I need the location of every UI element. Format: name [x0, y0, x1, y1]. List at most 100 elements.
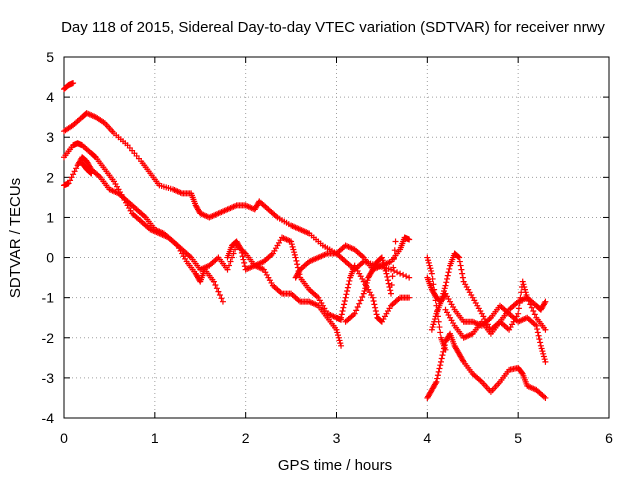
- data-point: [292, 254, 299, 261]
- data-point: [429, 275, 436, 282]
- data-point: [541, 300, 548, 307]
- data-point: [65, 180, 72, 187]
- data-point: [406, 236, 413, 243]
- data-point: [372, 304, 379, 311]
- data-point: [528, 304, 535, 311]
- data-point: [387, 287, 394, 294]
- data-point: [68, 174, 75, 181]
- data-point: [542, 358, 549, 365]
- y-axis-label: SDTVAR / TECUs: [7, 178, 24, 298]
- data-point: [340, 304, 347, 311]
- data-point: [369, 294, 376, 301]
- axis-ticks: [63, 56, 610, 419]
- data-point: [356, 300, 363, 307]
- series-track-d: [61, 154, 345, 349]
- data-point: [522, 289, 529, 296]
- data-point: [427, 265, 434, 272]
- data-point: [67, 177, 74, 184]
- data-point: [430, 321, 437, 328]
- series-track-e: [79, 160, 95, 177]
- data-point: [538, 345, 545, 352]
- data-point: [291, 249, 298, 256]
- data-point: [213, 285, 220, 292]
- data-point: [533, 322, 540, 329]
- data-point: [333, 326, 340, 333]
- data-point: [444, 272, 451, 279]
- y-tick-label: 3: [46, 129, 54, 145]
- data-point: [436, 324, 443, 331]
- data-point: [445, 269, 452, 276]
- y-tick-label: 1: [46, 209, 54, 225]
- data-point: [346, 277, 353, 284]
- data-points: [61, 80, 549, 401]
- data-point: [370, 298, 377, 305]
- y-tick-label: 0: [46, 250, 54, 266]
- data-point: [384, 273, 391, 280]
- data-point: [524, 294, 531, 301]
- data-point: [426, 262, 433, 269]
- data-point: [542, 298, 549, 305]
- data-point: [456, 258, 463, 265]
- x-tick-label: 3: [333, 430, 341, 446]
- data-point: [521, 286, 528, 293]
- data-point: [335, 332, 342, 339]
- data-point: [357, 297, 364, 304]
- data-point: [389, 273, 396, 280]
- y-tick-labels: -4 -3 -2 -1 0 1 2 3 4 5: [42, 49, 55, 426]
- data-point: [527, 301, 534, 308]
- data-point: [341, 298, 348, 305]
- data-point: [539, 348, 546, 355]
- series-track-a: [61, 80, 77, 93]
- data-point: [446, 265, 453, 272]
- data-point: [353, 307, 360, 314]
- data-point: [428, 326, 435, 333]
- data-point: [238, 246, 245, 253]
- data-point: [289, 243, 296, 250]
- data-point: [517, 294, 524, 301]
- data-point: [392, 238, 399, 245]
- data-point: [425, 257, 432, 264]
- data-point: [237, 245, 244, 252]
- data-point: [434, 375, 441, 382]
- data-point: [542, 326, 549, 333]
- data-point: [439, 352, 446, 359]
- data-point: [212, 281, 219, 288]
- data-point: [294, 261, 301, 268]
- data-point: [70, 80, 77, 87]
- data-point: [338, 314, 345, 321]
- data-point: [431, 286, 438, 293]
- data-point: [534, 326, 541, 333]
- series-track-i: [342, 238, 399, 325]
- data-point: [341, 301, 348, 308]
- data-point: [429, 324, 436, 331]
- data-point: [432, 380, 439, 387]
- data-point: [436, 365, 443, 372]
- data-point: [515, 310, 522, 317]
- data-point: [531, 311, 538, 318]
- data-point: [382, 267, 389, 274]
- data-point: [541, 356, 548, 363]
- data-point: [288, 238, 295, 245]
- y-tick-label: 4: [46, 89, 54, 105]
- data-point: [388, 281, 395, 288]
- data-point: [516, 300, 523, 307]
- data-point: [364, 277, 371, 284]
- data-point: [443, 279, 450, 286]
- data-point: [290, 246, 297, 253]
- series-track-n: [424, 254, 449, 353]
- y-tick-label: 5: [46, 49, 54, 65]
- data-point: [338, 311, 345, 318]
- data-point: [515, 305, 522, 312]
- data-point: [406, 294, 413, 301]
- data-point: [239, 253, 246, 260]
- data-point: [540, 350, 547, 357]
- series-track-g: [292, 234, 413, 281]
- data-point: [537, 339, 544, 346]
- data-point: [459, 274, 466, 281]
- data-point: [434, 372, 441, 379]
- x-tick-label: 4: [423, 430, 431, 446]
- data-point: [344, 287, 351, 294]
- data-point: [525, 298, 532, 305]
- data-point: [371, 301, 378, 308]
- data-point: [385, 280, 392, 287]
